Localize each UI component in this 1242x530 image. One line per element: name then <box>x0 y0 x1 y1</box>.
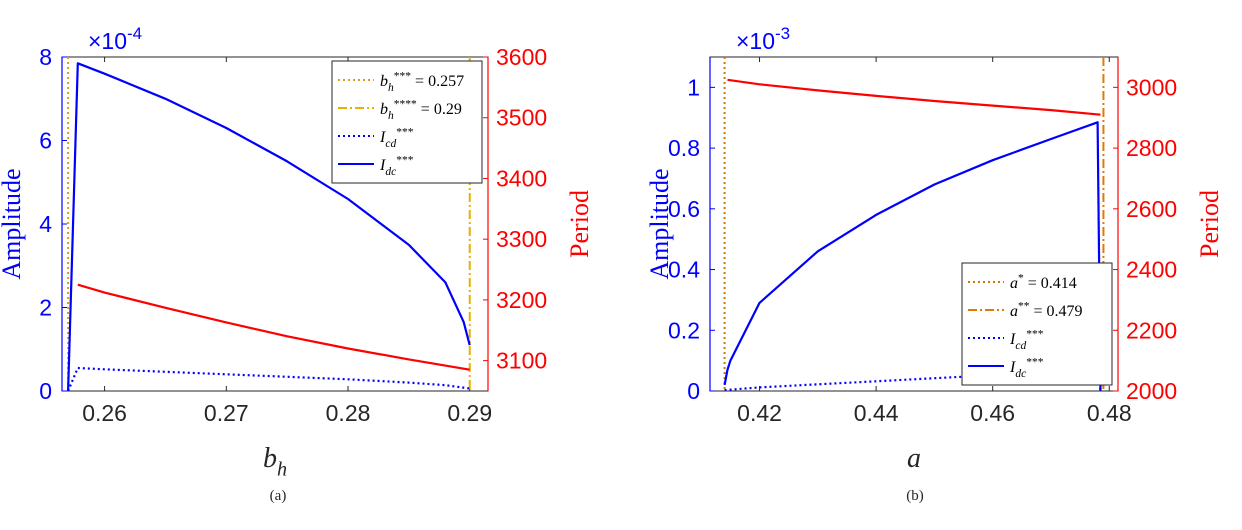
panel-caption: (b) <box>906 488 924 504</box>
right-axis-label: Period <box>1195 190 1224 258</box>
icd-series <box>67 366 470 391</box>
x-tick-label: 0.27 <box>204 400 249 426</box>
left-axis-label: Amplitude <box>0 168 26 279</box>
right-y-tick-label: 3000 <box>1126 74 1177 100</box>
legend-label: bh*** = 0.257 <box>380 71 464 94</box>
x-tick-label: 0.29 <box>447 400 492 426</box>
right-y-tick-label: 3300 <box>496 226 547 252</box>
chart-panel-a: 0.26 0.27 0.28 0.29 0 2 4 6 8 3100 3200 3300 3400 350… <box>0 24 594 504</box>
legend-box <box>331 60 483 184</box>
period-series <box>77 283 470 371</box>
right-y-tick-label: 3500 <box>496 105 547 131</box>
left-axis-exponent: ×10-4 <box>88 24 142 54</box>
x-tick-label: 0.44 <box>854 400 899 426</box>
left-y-tick-label: 8 <box>39 44 52 70</box>
left-y-tick-label: 0.2 <box>668 317 700 343</box>
right-y-tick-label: 3400 <box>496 165 547 191</box>
x-tick-label: 0.28 <box>326 400 371 426</box>
right-y-tick-label: 2200 <box>1126 317 1177 343</box>
left-y-tick-label: 4 <box>39 211 52 237</box>
legend-label: a* = 0.414 <box>1010 273 1077 292</box>
x-tick-label: 0.48 <box>1087 400 1132 426</box>
right-y-tick-label: 2600 <box>1126 196 1177 222</box>
idc-series <box>723 121 1102 391</box>
left-y-tick-label: 0.8 <box>668 135 700 161</box>
left-y-tick-label: 6 <box>39 128 52 154</box>
right-axis-label: Period <box>565 190 594 258</box>
legend-label: Idc*** <box>379 155 414 178</box>
left-y-tick-label: 0.4 <box>668 257 700 283</box>
legend: a* = 0.414 a** = 0.479 Icd*** Idc*** <box>961 262 1113 386</box>
left-y-tick-label: 1 <box>687 74 700 100</box>
legend: bh*** = 0.257 bh**** = 0.29 Icd*** Idc*** <box>331 60 483 184</box>
left-axis-exponent: ×10-3 <box>736 24 790 54</box>
x-axis-label: bh <box>263 443 287 480</box>
legend-label: a** = 0.479 <box>1010 301 1083 320</box>
legend-label: Icd*** <box>379 127 414 150</box>
left-y-tick-label: 2 <box>39 295 52 321</box>
right-y-tick-label: 2000 <box>1126 378 1177 404</box>
left-axis-label: Amplitude <box>645 168 674 279</box>
period-series <box>727 78 1101 116</box>
x-tick-label: 0.42 <box>737 400 782 426</box>
icd-series <box>724 370 1102 391</box>
right-y-tick-label: 2400 <box>1126 257 1177 283</box>
legend-label: bh**** = 0.29 <box>380 99 462 122</box>
left-y-tick-label: 0.6 <box>668 196 700 222</box>
right-y-tick-label: 3200 <box>496 287 547 313</box>
left-y-tick-label: 0 <box>687 378 700 404</box>
x-tick-label: 0.46 <box>970 400 1015 426</box>
right-y-tick-label: 3600 <box>496 44 547 70</box>
legend-label: Icd*** <box>1009 329 1044 352</box>
panel-caption: (a) <box>270 488 287 504</box>
legend-label: Idc*** <box>1009 357 1044 380</box>
legend-box <box>961 262 1113 386</box>
right-y-tick-label: 3100 <box>496 348 547 374</box>
x-tick-label: 0.26 <box>82 400 127 426</box>
x-axis-label: a <box>907 443 921 474</box>
idc-series <box>67 62 471 391</box>
chart-panel-b: 0.42 0.44 0.46 0.48 0 0.2 0.4 0.6 0.8 1 2000 2200 24… <box>645 24 1224 504</box>
left-y-tick-label: 0 <box>39 378 52 404</box>
right-y-tick-label: 2800 <box>1126 135 1177 161</box>
